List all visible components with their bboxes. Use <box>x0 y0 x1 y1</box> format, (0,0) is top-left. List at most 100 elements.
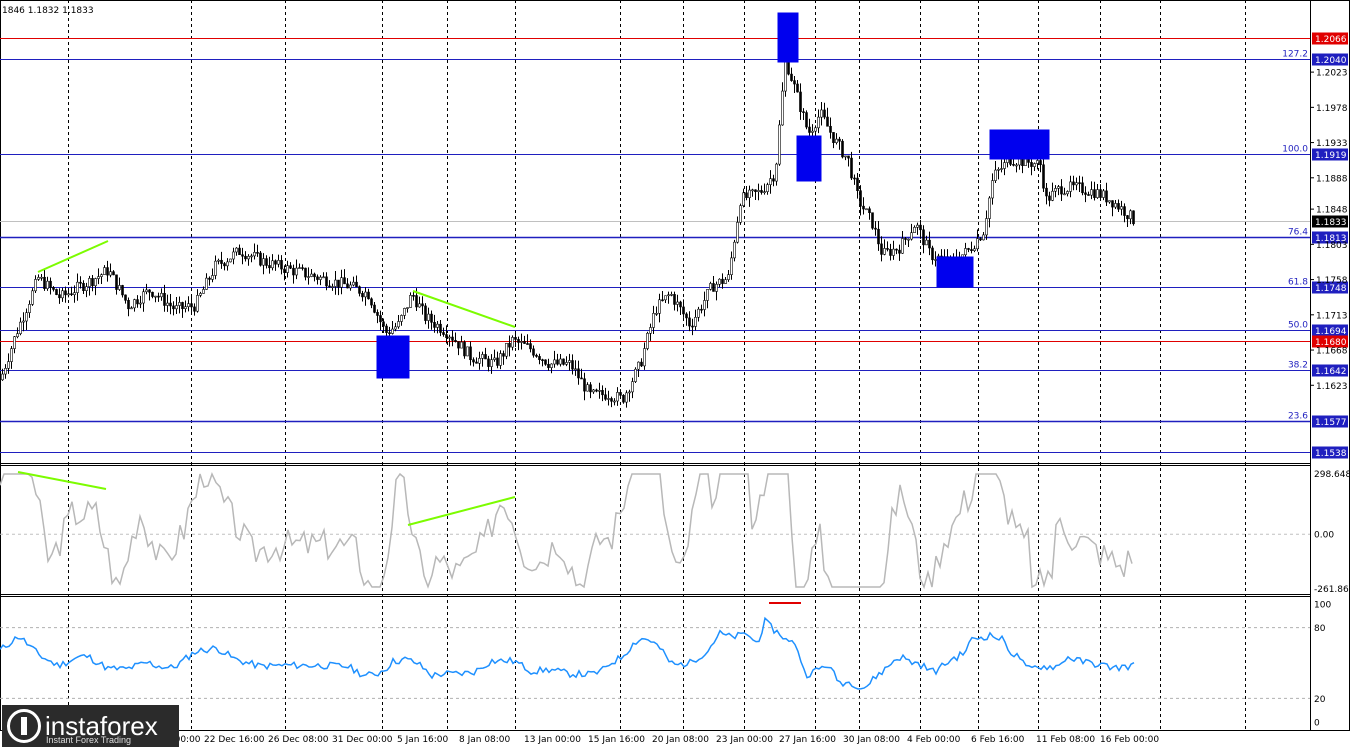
candle-body <box>733 241 736 259</box>
candle-body <box>904 238 907 240</box>
candle-body <box>478 358 481 364</box>
candle-body <box>70 293 73 296</box>
candle-body <box>472 359 475 363</box>
candle-body <box>145 289 148 293</box>
candle-body <box>115 274 118 290</box>
candle-body <box>448 336 451 339</box>
candle-body <box>718 278 721 285</box>
candle-body <box>1087 194 1090 196</box>
highlight-box <box>796 135 822 182</box>
candle-body <box>130 307 133 310</box>
candle-body <box>559 358 562 365</box>
candle-body <box>514 337 517 340</box>
candle-body <box>169 302 172 307</box>
candle-body <box>853 177 856 180</box>
candle-body <box>886 248 889 250</box>
price-level-label: 1.1748 <box>1315 284 1347 294</box>
current-price-tag <box>1312 215 1348 228</box>
candle-body <box>97 276 100 279</box>
time-axis-label: 4 Feb 00:00 <box>907 735 961 745</box>
candle-body <box>241 254 244 257</box>
candle-body <box>1057 186 1060 189</box>
candle-body <box>331 286 334 288</box>
cci-tick-label: 0.00 <box>1314 531 1334 541</box>
candle-body <box>505 343 508 357</box>
candle-body <box>226 261 229 267</box>
cci-line <box>0 471 1133 590</box>
time-axis-label: 20 Jan 08:00 <box>652 735 709 745</box>
candle-body <box>466 346 469 357</box>
candle-body <box>409 295 412 308</box>
candle-body <box>310 273 313 277</box>
price-level-label: 1.1813 <box>1315 234 1347 244</box>
candle-body <box>706 289 709 301</box>
candle-body <box>745 192 748 198</box>
candle-body <box>742 192 745 206</box>
candle-body <box>361 293 364 298</box>
candle-body <box>334 279 337 287</box>
candle-body <box>640 361 643 367</box>
candle-body <box>874 227 877 230</box>
candle-body <box>730 257 733 275</box>
candle-body <box>166 302 169 306</box>
candle-body <box>748 189 751 198</box>
candle-body <box>1063 193 1066 196</box>
price-tick-label: 1.1758 <box>1316 276 1348 286</box>
candle-body <box>880 243 883 255</box>
candle-body <box>1111 200 1114 208</box>
candle-body <box>775 163 778 182</box>
candle-body <box>1120 206 1123 210</box>
candle-body <box>646 332 649 349</box>
candle-body <box>208 277 211 280</box>
divergence-line <box>37 240 109 273</box>
candle-body <box>595 389 598 392</box>
cci-tick-label: -261.864 <box>1314 585 1350 595</box>
candle-body <box>55 289 58 295</box>
candle-body <box>1060 186 1063 195</box>
price-level-label: 1.1919 <box>1315 151 1347 161</box>
candle-body <box>1051 190 1054 201</box>
candle-body <box>682 306 685 315</box>
price-tick-label: 1.1803 <box>1316 241 1348 251</box>
highlight-box <box>936 256 974 288</box>
candle-body <box>844 155 847 158</box>
candle-body <box>400 315 403 322</box>
candle-body <box>685 313 688 319</box>
candle-body <box>1126 215 1129 220</box>
price-level-label: 1.2040 <box>1315 56 1347 66</box>
candle-body <box>463 341 466 357</box>
candle-body <box>223 263 226 267</box>
candle-body <box>103 267 106 275</box>
candle-body <box>100 274 103 277</box>
candle-body <box>1033 163 1036 167</box>
candle-body <box>163 292 166 306</box>
candle-body <box>925 239 928 246</box>
price-level-label: 1.1680 <box>1315 338 1347 348</box>
candle-body <box>202 289 205 294</box>
fib-label: 50.0 <box>1288 321 1308 331</box>
candle-body <box>694 317 697 327</box>
candle-body <box>565 362 568 365</box>
candle-body <box>970 249 973 252</box>
candle-body <box>388 332 391 334</box>
candle-body <box>40 276 43 279</box>
candle-body <box>235 247 238 253</box>
cci-tick-label: 298.6486 <box>1314 470 1350 480</box>
candle-body <box>49 280 52 288</box>
fib-label: 100.0 <box>1282 145 1308 155</box>
candle-body <box>46 280 49 289</box>
candle-body <box>697 308 700 318</box>
rsi-line <box>0 616 1135 690</box>
candle-body <box>262 258 265 266</box>
candle-body <box>289 265 292 269</box>
candle-body <box>118 285 121 290</box>
candle-body <box>760 190 763 193</box>
highlight-boxes <box>376 12 1050 379</box>
candle-body <box>67 293 70 296</box>
candle-body <box>373 304 376 313</box>
candle-body <box>667 294 670 297</box>
candle-body <box>580 377 583 380</box>
candle-body <box>799 91 802 112</box>
candle-body <box>859 190 862 207</box>
